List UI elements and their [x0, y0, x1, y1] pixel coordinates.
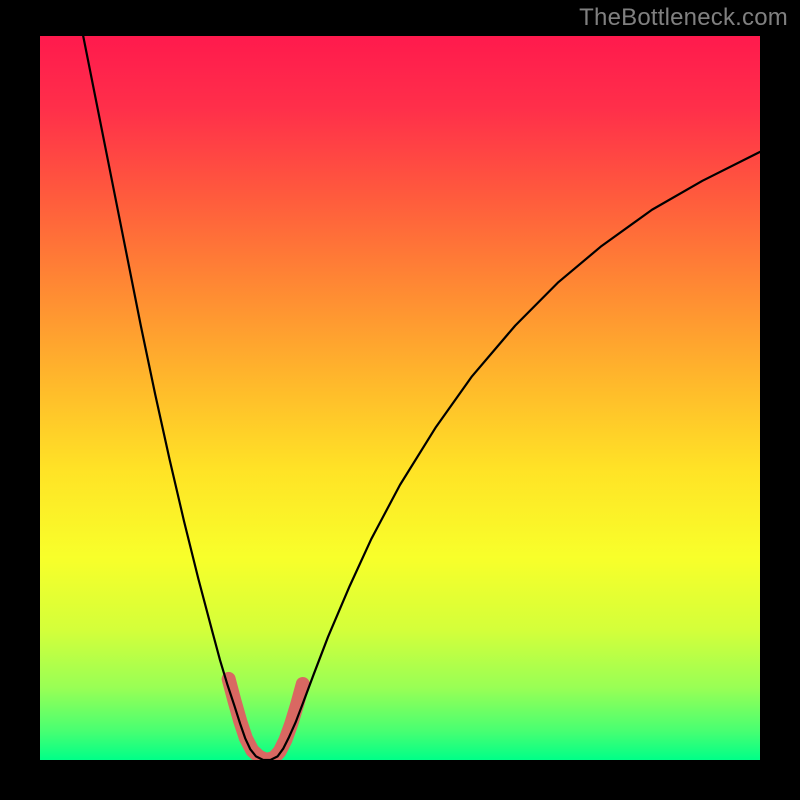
- watermark-text: TheBottleneck.com: [579, 4, 788, 32]
- plot-background-gradient: [40, 36, 760, 760]
- chart-svg: [0, 0, 800, 800]
